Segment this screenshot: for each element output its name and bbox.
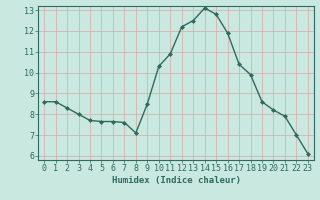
X-axis label: Humidex (Indice chaleur): Humidex (Indice chaleur) bbox=[111, 176, 241, 185]
